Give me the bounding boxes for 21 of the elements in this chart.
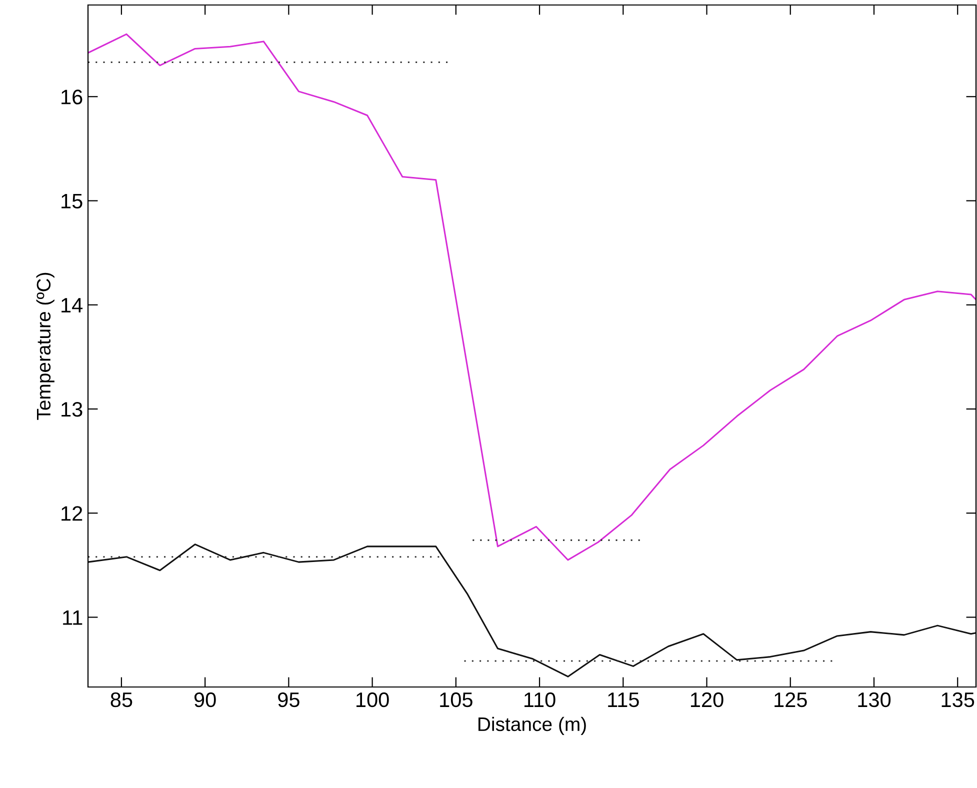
x-axis-title: Distance (m)	[478, 716, 586, 735]
line-series	[88, 33, 976, 561]
x-tick-label: 105	[440, 692, 472, 708]
x-tick-label: 115	[608, 692, 639, 708]
x-tick-label: 120	[690, 692, 724, 708]
y-tick-label: 11	[63, 610, 82, 625]
x-tick-label: 95	[278, 692, 300, 708]
x-tick-label: 90	[194, 692, 216, 708]
y-tick-label: 15	[62, 194, 82, 209]
x-tick-label: 110	[524, 692, 556, 708]
y-tick-label: 13	[62, 402, 82, 417]
x-tick-label: 135	[942, 692, 974, 708]
y-tick-label: 12	[62, 506, 82, 521]
x-tick-label: 125	[774, 692, 807, 708]
line-series	[88, 544, 976, 678]
x-tick-label: 130	[858, 692, 891, 708]
y-tick-label: 16	[62, 90, 82, 104]
x-tick-label: 100	[356, 692, 389, 708]
x-tick-label: 85	[110, 692, 132, 708]
y-tick-label: 14	[62, 298, 83, 312]
y-axis-title: Temperature (ºC)	[36, 272, 54, 420]
